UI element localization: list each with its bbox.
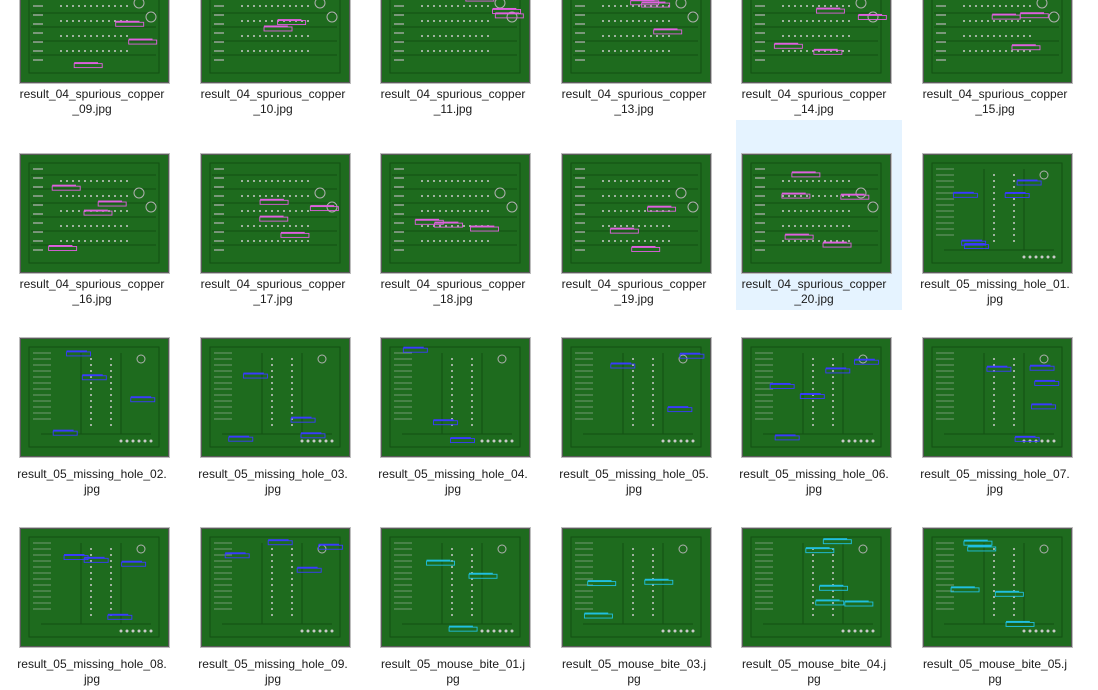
image-thumbnail[interactable] — [923, 154, 1072, 273]
image-thumbnail[interactable] — [20, 0, 169, 83]
image-thumbnail[interactable] — [562, 528, 711, 647]
image-thumbnail[interactable] — [381, 154, 530, 273]
image-thumbnail[interactable] — [20, 338, 169, 457]
image-thumbnail[interactable] — [923, 528, 1072, 647]
file-name-label: result_04_spurious_copper_09.jpg — [19, 87, 165, 116]
image-thumbnail[interactable] — [381, 528, 530, 647]
file-name-label: result_05_missing_hole_05.jpg — [559, 467, 709, 496]
file-name-label: result_04_spurious_copper_16.jpg — [19, 277, 165, 306]
image-thumbnail[interactable] — [381, 338, 530, 457]
image-thumbnail[interactable] — [201, 338, 350, 457]
file-name-label: result_05_mouse_bite_05.jpg — [922, 657, 1068, 686]
file-name-label: result_04_spurious_copper_19.jpg — [561, 277, 707, 306]
image-thumbnail[interactable] — [381, 0, 530, 83]
file-name-label: result_05_missing_hole_04.jpg — [378, 467, 528, 496]
file-name-label: result_04_spurious_copper_17.jpg — [200, 277, 346, 306]
image-thumbnail[interactable] — [742, 338, 891, 457]
file-name-label: result_04_spurious_copper_18.jpg — [380, 277, 526, 306]
file-name-label: result_04_spurious_copper_13.jpg — [561, 87, 707, 116]
file-name-label: result_04_spurious_copper_15.jpg — [922, 87, 1068, 116]
file-name-label: result_05_missing_hole_01.jpg — [920, 277, 1070, 306]
image-thumbnail[interactable] — [201, 528, 350, 647]
image-thumbnail[interactable] — [562, 0, 711, 83]
image-thumbnail[interactable] — [742, 528, 891, 647]
file-name-label: result_04_spurious_copper_20.jpg — [741, 277, 887, 306]
image-thumbnail[interactable] — [20, 528, 169, 647]
file-name-label: result_05_mouse_bite_04.jpg — [741, 657, 887, 686]
image-thumbnail[interactable] — [201, 0, 350, 83]
image-thumbnail[interactable] — [923, 338, 1072, 457]
file-name-label: result_05_missing_hole_09.jpg — [198, 657, 348, 686]
image-thumbnail[interactable] — [742, 154, 891, 273]
file-name-label: result_05_mouse_bite_01.jpg — [380, 657, 526, 686]
image-thumbnail[interactable] — [923, 0, 1072, 83]
file-name-label: result_04_spurious_copper_10.jpg — [200, 87, 346, 116]
file-name-label: result_04_spurious_copper_14.jpg — [741, 87, 887, 116]
file-name-label: result_05_missing_hole_03.jpg — [198, 467, 348, 496]
image-thumbnail[interactable] — [20, 154, 169, 273]
image-thumbnail[interactable] — [562, 154, 711, 273]
image-thumbnail[interactable] — [562, 338, 711, 457]
file-name-label: result_05_missing_hole_02.jpg — [17, 467, 167, 496]
file-name-label: result_05_missing_hole_07.jpg — [920, 467, 1070, 496]
file-name-label: result_05_missing_hole_06.jpg — [739, 467, 889, 496]
file-name-label: result_05_missing_hole_08.jpg — [17, 657, 167, 686]
image-thumbnail[interactable] — [742, 0, 891, 83]
image-thumbnail[interactable] — [201, 154, 350, 273]
file-name-label: result_05_mouse_bite_03.jpg — [561, 657, 707, 686]
file-name-label: result_04_spurious_copper_11.jpg — [380, 87, 526, 116]
